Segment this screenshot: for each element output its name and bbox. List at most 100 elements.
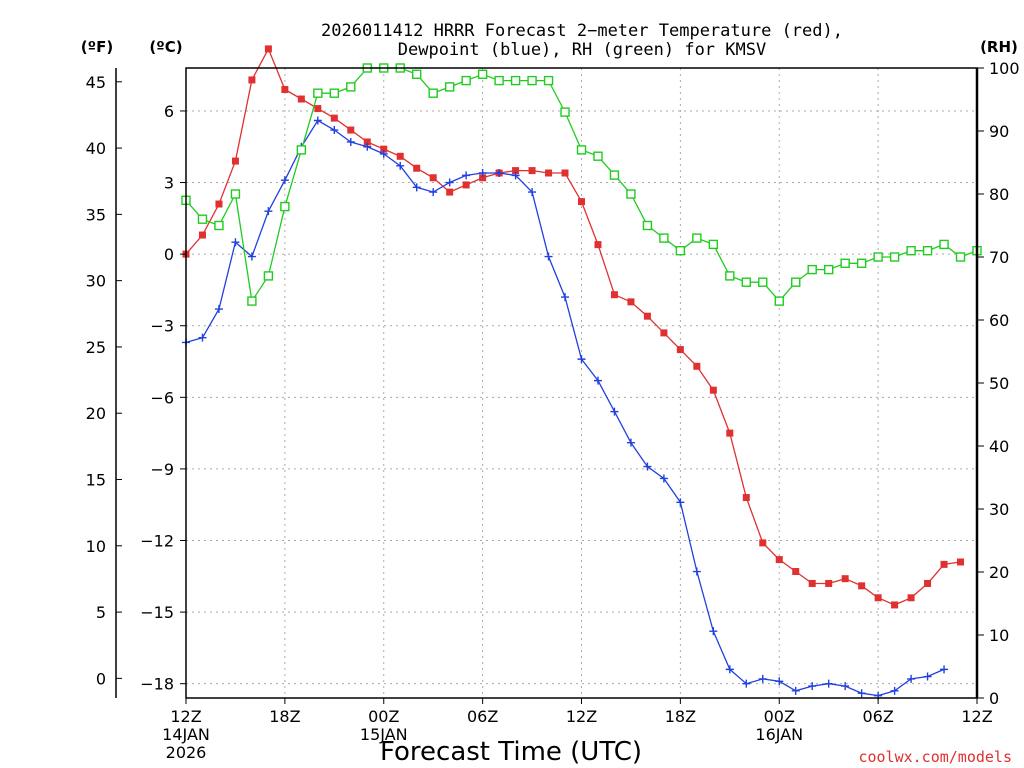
dewpoint-point: [577, 355, 586, 364]
dewpoint-point: [725, 665, 734, 674]
temperature-point: [215, 200, 223, 208]
rh-point: [230, 189, 241, 199]
temperature-point: [413, 164, 421, 172]
temperature-point: [874, 594, 882, 602]
dewpoint-point: [214, 305, 223, 314]
rh-point: [659, 233, 669, 243]
x-tick-label: 06Z: [467, 707, 498, 726]
temperature-point: [726, 429, 734, 437]
dewpoint-point: [841, 682, 850, 691]
rh-tick-label: 30: [989, 500, 1009, 519]
fahrenheit-tick-label: 30: [86, 272, 106, 291]
celsius-tick-label: −3: [150, 317, 174, 336]
dewpoint-point: [330, 126, 339, 135]
temperature-point: [330, 114, 338, 122]
temperature-point: [231, 157, 239, 165]
rh-point: [346, 82, 356, 92]
rh-point: [247, 296, 257, 306]
temperature-point: [347, 126, 355, 134]
axes: [115, 67, 984, 704]
dewpoint-point: [264, 207, 273, 216]
rh-point: [692, 233, 702, 243]
rh-point: [725, 271, 735, 281]
rh-point: [642, 220, 653, 231]
rh-tick-label: 90: [989, 122, 1009, 141]
x-tick-label: 12Z: [961, 707, 992, 726]
temperature-point: [742, 494, 750, 502]
dewpoint-point: [363, 142, 372, 151]
rh-point: [708, 239, 719, 250]
dewpoint-point: [824, 679, 833, 688]
grid-lines: [186, 68, 977, 698]
temperature-point: [561, 169, 569, 177]
rh-point: [444, 82, 455, 92]
dewpoint-point: [808, 682, 817, 691]
rh-point: [774, 296, 784, 306]
rh-point: [791, 277, 801, 287]
rh-point: [527, 75, 537, 86]
dewpoint-point: [857, 689, 866, 698]
temperature-point: [512, 167, 520, 175]
rh-point: [609, 170, 620, 180]
dewpoint-point: [511, 171, 520, 180]
fahrenheit-tick-label: 35: [86, 205, 106, 224]
temperature-point: [709, 386, 717, 394]
dewpoint-point: [528, 188, 537, 197]
dewpoint-point: [396, 161, 405, 170]
temperature-point: [825, 579, 833, 587]
celsius-tick-label: −18: [140, 675, 174, 694]
temperature-point: [380, 145, 388, 153]
x-tick-label: 18Z: [269, 707, 300, 726]
rh-point: [873, 252, 883, 262]
rh-tick-label: 70: [989, 248, 1009, 267]
temperature-point: [660, 329, 668, 337]
dewpoint-point: [742, 679, 751, 688]
celsius-tick-label: −6: [150, 388, 174, 407]
rh-tick-label: 50: [989, 374, 1009, 393]
x-tick-label: 12Z: [566, 707, 597, 726]
temperature-point: [396, 152, 404, 160]
rh-point: [412, 69, 422, 80]
dewpoint-point: [445, 178, 454, 187]
rh-tick-label: 80: [989, 185, 1009, 204]
chart-title-line2: Dewpoint (blue), RH (green) for KMSV: [398, 40, 766, 60]
unit-left-fahrenheit: (ºF): [81, 38, 113, 56]
rh-point: [197, 214, 208, 224]
dewpoint-point: [478, 169, 487, 177]
chart-title-line1: 2026011412 HRRR Forecast 2−meter Tempera…: [321, 21, 843, 41]
celsius-tick-label: −9: [150, 460, 174, 479]
rh-point: [214, 220, 224, 231]
dewpoint-point: [198, 333, 207, 342]
dewpoint-point: [429, 188, 438, 197]
fahrenheit-tick-label: 0: [96, 669, 106, 688]
rh-point: [510, 75, 521, 86]
rh-point: [823, 264, 834, 275]
temperature-point: [578, 198, 585, 206]
unit-right-rh: (RH): [980, 38, 1018, 56]
x-tick-label: 00Z: [368, 707, 399, 726]
dewpoint-point: [412, 183, 421, 192]
dewpoint-point: [346, 137, 355, 146]
rh-point: [543, 75, 554, 86]
dewpoint-point: [313, 116, 322, 125]
rh-point: [593, 151, 603, 161]
temperature-point: [627, 298, 635, 306]
rh-point: [906, 245, 916, 256]
celsius-tick-label: 0: [164, 245, 174, 264]
temperature-point: [643, 312, 651, 320]
x-tick-label: 06Z: [862, 707, 893, 726]
rh-point: [560, 107, 570, 117]
dewpoint-point: [775, 677, 784, 686]
temperature-point: [676, 346, 684, 354]
rh-point: [840, 258, 850, 268]
temperature-point: [594, 241, 602, 249]
temperature-point: [775, 556, 783, 564]
rh-point: [461, 75, 471, 86]
fahrenheit-tick-label: 40: [86, 139, 106, 158]
temperature-point: [429, 174, 437, 182]
temperature-point: [808, 579, 816, 587]
temperature-point: [479, 174, 487, 182]
dewpoint-point: [379, 149, 388, 158]
x-axis-label: Forecast Time (UTC): [380, 737, 642, 767]
